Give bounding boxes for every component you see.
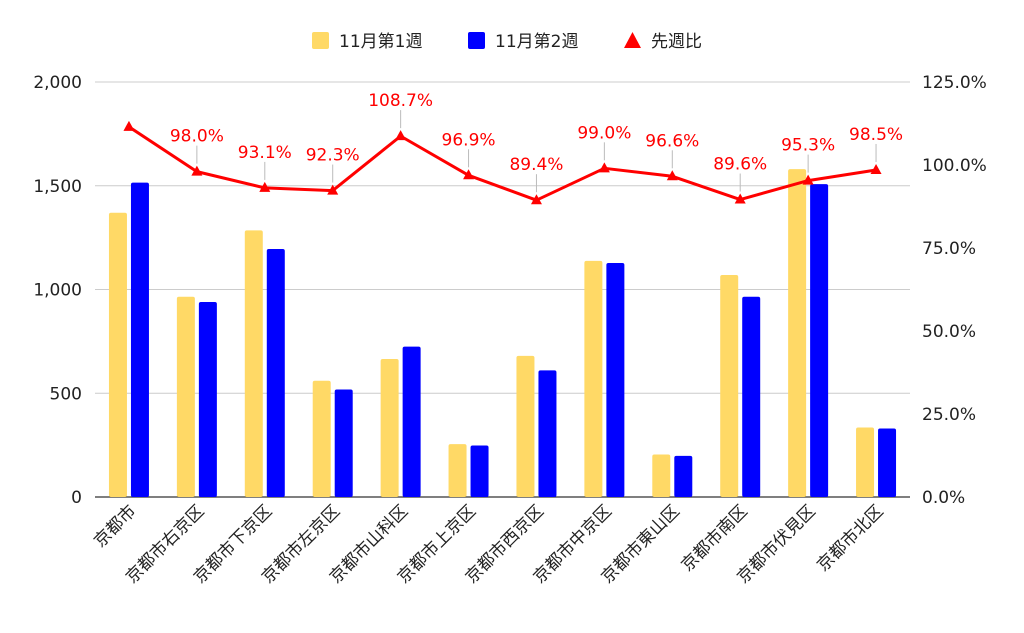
ratio-point-marker xyxy=(802,174,814,185)
legend-swatch xyxy=(624,32,641,48)
category-label: 京都市南区 xyxy=(677,501,751,575)
ratio-data-label: 108.7% xyxy=(368,91,433,111)
legend-label: 11月第2週 xyxy=(495,32,578,52)
ratio-data-label: 89.4% xyxy=(509,155,563,175)
bar-week2 xyxy=(878,428,897,497)
right-tick-label: 0.0% xyxy=(922,488,965,508)
ratio-data-label: 98.0% xyxy=(170,127,224,147)
ratio-data-label: 92.3% xyxy=(306,146,360,166)
bar-week1 xyxy=(448,444,467,497)
bar-week2 xyxy=(742,296,761,497)
ratio-data-label: 93.1% xyxy=(238,143,292,163)
legend-label: 11月第1週 xyxy=(339,32,422,52)
right-tick-label: 75.0% xyxy=(922,239,976,259)
bar-week1 xyxy=(380,359,399,497)
right-axis: 0.0% 25.0% 50.0% 75.0% 100.0% 125.0% xyxy=(922,73,987,508)
ratio-point-marker xyxy=(259,181,271,192)
ratio-data-label: 95.3% xyxy=(781,136,835,156)
bar-week1 xyxy=(584,260,603,497)
bar-week1 xyxy=(856,427,875,497)
bar-week2 xyxy=(402,346,421,497)
right-tick-label: 100.0% xyxy=(922,156,987,176)
legend-swatch xyxy=(312,32,329,49)
bar-week2 xyxy=(470,445,489,497)
category-label: 京都市 xyxy=(90,501,140,551)
ratio-data-label: 96.6% xyxy=(645,131,699,151)
bar-week2 xyxy=(198,301,217,497)
bar-week1 xyxy=(652,454,671,497)
bar-week2 xyxy=(130,182,149,497)
legend-label: 先週比 xyxy=(651,32,702,52)
bar-week2 xyxy=(606,262,625,497)
bars xyxy=(108,169,897,498)
left-axis: 0 500 1,000 1,500 2,000 xyxy=(33,73,82,508)
bar-week2 xyxy=(674,455,693,497)
bar-week2 xyxy=(266,249,285,497)
bar-week2 xyxy=(334,389,353,497)
bar-week1 xyxy=(312,380,331,497)
legend: 11月第1週 11月第2週 先週比 xyxy=(312,32,702,52)
right-tick-label: 50.0% xyxy=(922,322,976,342)
legend-swatch xyxy=(468,32,485,49)
bar-week1 xyxy=(720,274,739,497)
ratio-point-marker xyxy=(395,130,407,141)
left-tick-label: 500 xyxy=(50,384,82,404)
ratio-point-marker xyxy=(530,194,542,205)
ratio-line xyxy=(123,120,882,205)
ratio-data-label: 89.6% xyxy=(713,155,767,175)
ratio-point-marker xyxy=(327,184,339,195)
bar-week1 xyxy=(788,169,807,497)
left-tick-label: 0 xyxy=(71,488,82,508)
x-axis: 京都市京都市右京区京都市下京区京都市左京区京都市山科区京都市上京区京都市西京区京… xyxy=(90,501,887,587)
ratio-line-path xyxy=(128,125,877,202)
bar-week1 xyxy=(176,296,195,497)
left-tick-label: 2,000 xyxy=(33,73,82,93)
gridlines xyxy=(95,81,910,498)
bar-week1 xyxy=(244,230,263,498)
ratio-data-label: 96.9% xyxy=(442,130,496,150)
ratio-point-marker xyxy=(666,170,678,181)
ratio-data-label: 98.5% xyxy=(849,125,903,145)
ratio-point-marker xyxy=(598,162,610,173)
bar-week2 xyxy=(810,184,829,497)
ratio-point-marker xyxy=(191,165,203,176)
ratio-point-marker xyxy=(123,120,135,131)
ratio-data-label: 99.0% xyxy=(577,123,631,143)
right-tick-label: 25.0% xyxy=(922,405,976,425)
category-label: 京都市北区 xyxy=(813,501,887,575)
ratio-point-marker xyxy=(463,169,475,180)
ratio-point-marker xyxy=(870,163,882,174)
bar-week2 xyxy=(538,370,557,497)
left-tick-label: 1,500 xyxy=(33,177,82,197)
bar-week1 xyxy=(108,212,127,497)
right-tick-label: 125.0% xyxy=(922,73,987,93)
left-tick-label: 1,000 xyxy=(33,281,82,301)
ratio-point-marker xyxy=(734,193,746,204)
data-labels: 98.0% 93.1% 92.3% 108.7% 96.9% 89.4% 99.0% 96.6… xyxy=(170,91,903,193)
bar-week1 xyxy=(516,355,535,497)
